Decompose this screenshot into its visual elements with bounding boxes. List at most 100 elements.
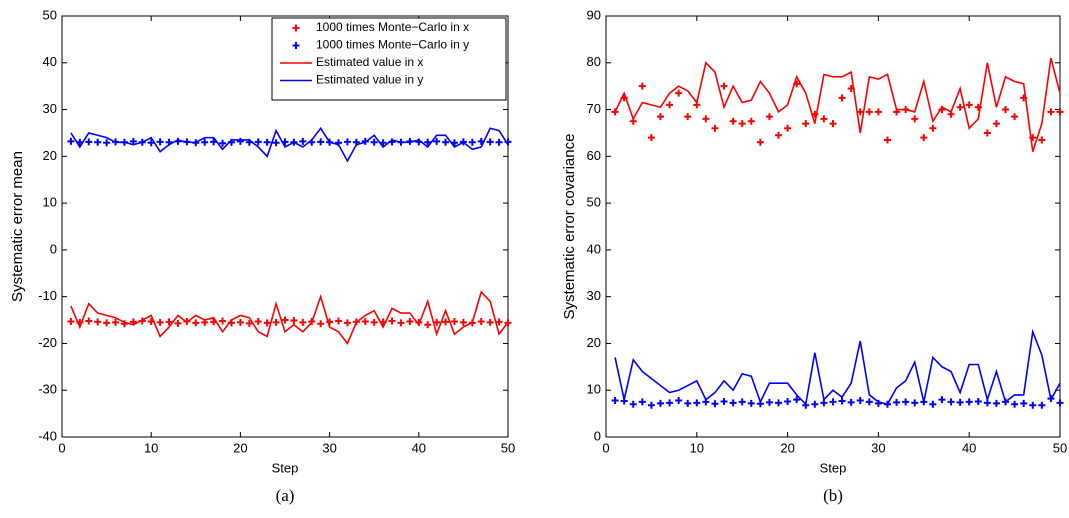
y-axis-label: Systematic error mean xyxy=(9,151,26,302)
marker xyxy=(738,120,746,128)
marker xyxy=(675,397,683,405)
marker xyxy=(263,319,271,327)
y-axis-label: Systematic error covariance xyxy=(561,134,578,320)
marker xyxy=(656,399,664,407)
marker xyxy=(656,113,664,121)
marker xyxy=(442,138,450,146)
marker xyxy=(974,397,982,405)
y-tick-label: 40 xyxy=(43,54,57,69)
marker xyxy=(94,318,102,326)
line xyxy=(614,57,1061,152)
marker xyxy=(361,317,369,325)
marker xyxy=(442,318,450,326)
marker xyxy=(793,396,801,404)
x-tick-label: 0 xyxy=(602,440,609,455)
marker xyxy=(765,398,773,406)
marker xyxy=(784,124,792,132)
marker xyxy=(784,397,792,405)
marker xyxy=(254,138,262,146)
marker xyxy=(965,398,973,406)
x-tick-label: 10 xyxy=(144,440,158,455)
marker xyxy=(711,124,719,132)
marker xyxy=(156,318,164,326)
marker xyxy=(684,399,692,407)
y-tick-label: 20 xyxy=(587,335,601,350)
marker xyxy=(865,108,873,116)
marker xyxy=(756,138,764,146)
marker xyxy=(720,397,728,405)
y-tick-label: 0 xyxy=(594,428,601,443)
marker xyxy=(1011,113,1019,121)
y-tick-label: 0 xyxy=(50,241,57,256)
y-tick-label: -20 xyxy=(38,335,57,350)
marker xyxy=(165,318,173,326)
marker xyxy=(103,139,111,147)
x-tick-label: 20 xyxy=(233,440,247,455)
marker xyxy=(192,319,200,327)
line xyxy=(70,126,509,163)
x-tick-label: 40 xyxy=(412,440,426,455)
y-tick-label: 10 xyxy=(587,382,601,397)
plot-area xyxy=(605,15,1061,438)
marker xyxy=(983,129,991,137)
marker xyxy=(729,399,737,407)
marker xyxy=(290,317,298,325)
y-tick-label: 70 xyxy=(587,101,601,116)
y-tick-label: 30 xyxy=(587,288,601,303)
marker xyxy=(433,318,441,326)
marker xyxy=(450,317,458,325)
marker xyxy=(929,400,937,408)
x-tick-label: 30 xyxy=(322,440,336,455)
marker xyxy=(693,399,701,407)
marker xyxy=(920,134,928,142)
marker xyxy=(468,138,476,146)
marker xyxy=(638,82,646,90)
marker xyxy=(738,398,746,406)
legend-symbol xyxy=(292,42,300,49)
marker xyxy=(883,136,891,144)
marker xyxy=(424,138,432,146)
marker xyxy=(388,317,396,325)
marker xyxy=(1047,108,1055,116)
y-tick-label: 90 xyxy=(587,7,601,22)
marker xyxy=(335,317,343,325)
marker xyxy=(317,138,325,146)
marker xyxy=(85,138,93,146)
caption: (a) xyxy=(276,486,295,505)
marker xyxy=(929,124,937,132)
line xyxy=(70,290,509,346)
marker xyxy=(219,139,227,147)
y-tick-label: 80 xyxy=(587,54,601,69)
marker xyxy=(1038,401,1046,409)
marker xyxy=(67,317,75,325)
marker xyxy=(406,317,414,325)
marker xyxy=(263,138,271,146)
marker xyxy=(370,318,378,326)
marker xyxy=(765,113,773,121)
y-tick-label: 20 xyxy=(43,148,57,163)
marker xyxy=(397,319,405,327)
marker xyxy=(847,398,855,406)
marker xyxy=(729,117,737,125)
marker xyxy=(647,134,655,142)
marker xyxy=(459,318,467,326)
marker xyxy=(1038,136,1046,144)
marker xyxy=(992,120,1000,128)
marker xyxy=(343,138,351,146)
marker xyxy=(902,398,910,406)
marker xyxy=(911,115,919,123)
marker xyxy=(647,401,655,409)
marker xyxy=(281,316,289,324)
caption: (b) xyxy=(823,486,843,505)
marker xyxy=(1020,399,1028,407)
marker xyxy=(254,317,262,325)
marker xyxy=(477,317,485,325)
marker xyxy=(775,131,783,139)
marker xyxy=(838,397,846,405)
marker xyxy=(747,399,755,407)
legend-label: Estimated value in y xyxy=(316,73,423,87)
marker xyxy=(938,396,946,404)
marker xyxy=(67,137,75,145)
x-tick-label: 30 xyxy=(871,440,885,455)
